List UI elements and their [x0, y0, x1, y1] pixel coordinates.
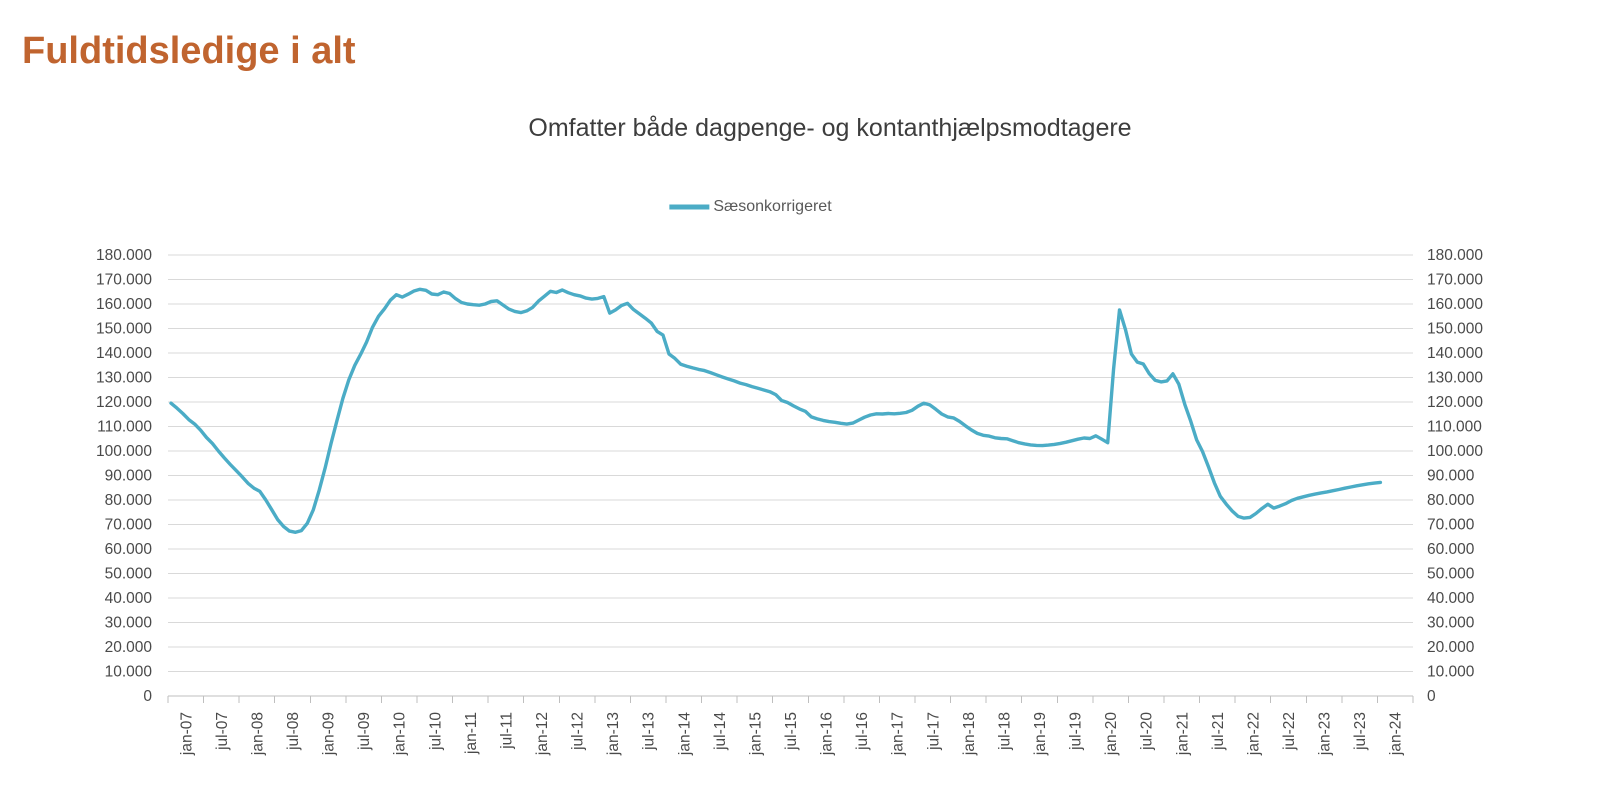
y-axis-label-left: 100.000	[96, 443, 152, 460]
x-axis-label: jan-23	[1317, 712, 1334, 756]
y-axis-label-left: 20.000	[105, 639, 153, 656]
y-axis-label-right: 20.000	[1427, 639, 1475, 656]
y-axis-label-left: 110.000	[97, 419, 152, 436]
y-axis-label-left: 60.000	[105, 541, 153, 558]
y-axis-label-left: 40.000	[105, 590, 153, 607]
page-title: Fuldtidsledige i alt	[22, 30, 356, 72]
x-axis-label: jul-07	[214, 712, 231, 751]
y-axis-label-left: 0	[143, 688, 152, 705]
x-axis-label: jan-22	[1245, 712, 1262, 756]
x-axis-label: jan-14	[676, 712, 693, 756]
x-axis-label: jan-15	[747, 712, 764, 756]
y-axis-label-left: 160.000	[96, 296, 152, 313]
x-axis-label: jul-12	[570, 712, 587, 751]
y-axis-label-right: 90.000	[1427, 468, 1475, 485]
x-axis-label: jan-19	[1032, 712, 1049, 756]
y-axis-label-left: 80.000	[105, 492, 153, 509]
chart-title: Omfatter både dagpenge- og kontanthjælps…	[528, 114, 1132, 142]
x-axis-label: jan-21	[1174, 712, 1191, 756]
x-axis-label: jan-12	[534, 712, 551, 756]
legend-line-icon	[669, 204, 710, 210]
series-line-saesonkorrigeret	[169, 287, 1383, 534]
x-axis-label: jan-18	[961, 712, 978, 756]
y-axis-label-left: 180.000	[96, 247, 152, 264]
chart-legend: Sæsonkorrigeret	[668, 198, 832, 216]
x-axis-label: jul-19	[1068, 712, 1085, 751]
y-axis-label-right: 30.000	[1427, 615, 1475, 632]
x-axis-label: jan-16	[819, 712, 836, 756]
y-axis-label-left: 50.000	[105, 566, 153, 583]
x-axis-label: jul-13	[641, 712, 658, 751]
x-axis-label: jul-22	[1281, 712, 1298, 751]
x-axis-label: jan-10	[392, 712, 409, 756]
y-axis-label-left: 90.000	[105, 468, 153, 485]
x-axis-label: jan-17	[890, 712, 907, 756]
y-axis-label-right: 60.000	[1427, 541, 1475, 558]
y-axis-label-left: 150.000	[96, 321, 152, 338]
x-axis-label: jan-24	[1388, 712, 1405, 756]
y-axis-label-right: 100.000	[1427, 443, 1483, 460]
y-axis-label-right: 110.000	[1427, 419, 1482, 436]
y-axis-label-right: 160.000	[1427, 296, 1483, 313]
y-axis-label-right: 180.000	[1427, 247, 1483, 264]
x-axis-label: jul-11	[498, 712, 515, 750]
x-axis-label: jul-18	[996, 712, 1013, 751]
y-axis-label-left: 10.000	[105, 664, 153, 681]
y-axis-label-right: 120.000	[1427, 394, 1483, 411]
y-axis-label-right: 140.000	[1427, 345, 1483, 362]
x-axis-label: jan-11	[463, 712, 480, 755]
y-axis-label-right: 130.000	[1427, 370, 1483, 387]
y-axis-label-right: 50.000	[1427, 566, 1475, 583]
x-axis-label: jul-23	[1352, 712, 1369, 751]
legend-series-label: Sæsonkorrigeret	[713, 198, 832, 215]
y-axis-label-left: 30.000	[105, 615, 153, 632]
y-axis-label-right: 70.000	[1427, 517, 1475, 534]
x-axis-label: jul-20	[1139, 712, 1156, 751]
y-axis-label-left: 120.000	[96, 394, 152, 411]
y-axis-label-left: 140.000	[96, 345, 152, 362]
x-axis-label: jan-13	[605, 712, 622, 756]
y-axis-label-right: 80.000	[1427, 492, 1475, 509]
x-axis-label: jul-14	[712, 712, 729, 751]
y-axis-label-left: 70.000	[105, 517, 153, 534]
y-axis-label-right: 0	[1427, 688, 1436, 705]
x-axis-label: jul-16	[854, 712, 871, 751]
y-axis-label-right: 10.000	[1427, 664, 1475, 681]
y-axis-label-right: 150.000	[1427, 321, 1483, 338]
x-axis-label: jul-09	[356, 712, 373, 751]
x-axis-label: jul-10	[427, 712, 444, 751]
x-axis-label: jul-21	[1210, 712, 1227, 751]
x-axis-label: jul-08	[285, 712, 302, 751]
x-axis-label: jan-09	[321, 712, 338, 756]
x-axis-label: jan-20	[1103, 712, 1120, 756]
y-axis-label-right: 170.000	[1427, 272, 1483, 289]
x-axis-label: jul-17	[925, 712, 942, 751]
x-axis-label: jul-15	[783, 712, 800, 751]
x-axis-label: jan-07	[178, 712, 195, 756]
y-axis-label-left: 130.000	[96, 370, 152, 387]
y-axis-label-right: 40.000	[1427, 590, 1475, 607]
y-axis-label-left: 170.000	[96, 272, 152, 289]
x-axis-label: jan-08	[249, 712, 266, 756]
